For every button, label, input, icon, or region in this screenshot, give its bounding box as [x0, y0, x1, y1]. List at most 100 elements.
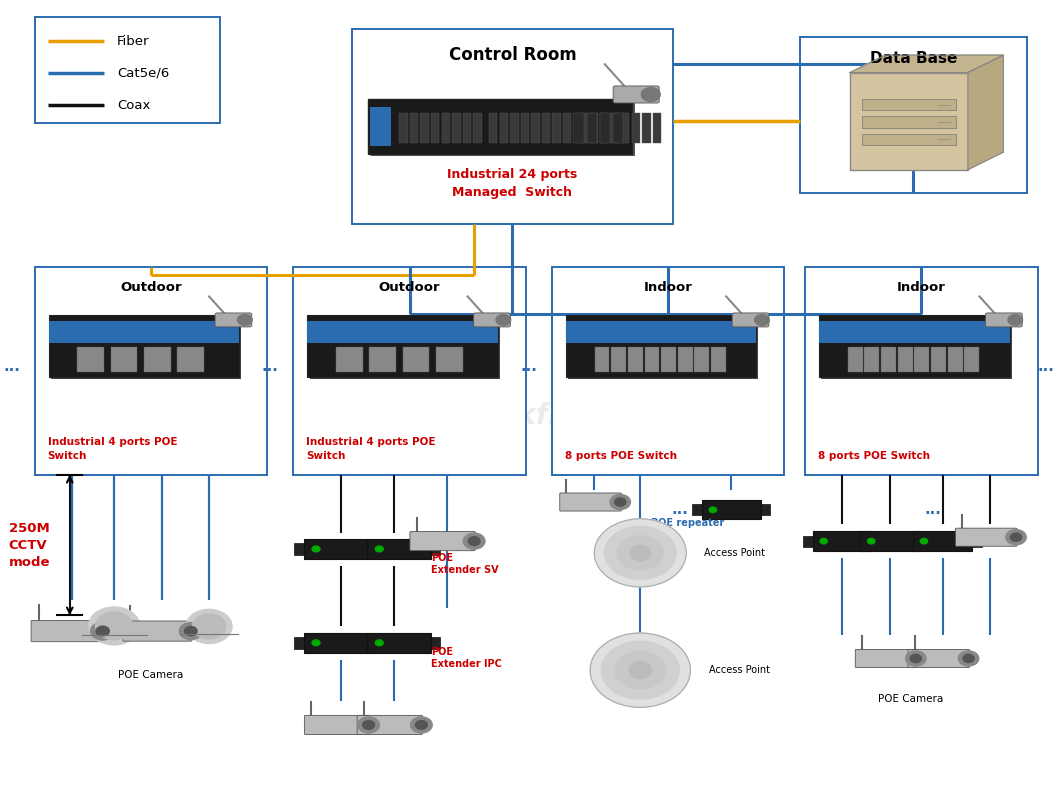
- Text: ...: ...: [1038, 360, 1055, 374]
- FancyBboxPatch shape: [851, 535, 860, 546]
- Circle shape: [920, 539, 928, 544]
- FancyBboxPatch shape: [552, 268, 784, 475]
- Circle shape: [1006, 530, 1026, 545]
- FancyBboxPatch shape: [552, 113, 561, 143]
- FancyBboxPatch shape: [919, 535, 929, 546]
- Text: 8 ports POE Switch: 8 ports POE Switch: [818, 451, 930, 461]
- FancyBboxPatch shape: [586, 113, 597, 143]
- Circle shape: [416, 721, 427, 729]
- Text: Indoor: Indoor: [643, 282, 692, 294]
- FancyBboxPatch shape: [103, 626, 126, 634]
- FancyBboxPatch shape: [613, 86, 659, 103]
- FancyBboxPatch shape: [644, 347, 659, 372]
- Text: POE repeater: POE repeater: [651, 517, 724, 528]
- FancyBboxPatch shape: [908, 649, 970, 667]
- Circle shape: [601, 641, 679, 699]
- Circle shape: [820, 539, 828, 544]
- Circle shape: [709, 507, 717, 513]
- FancyBboxPatch shape: [898, 347, 913, 372]
- FancyBboxPatch shape: [31, 620, 104, 641]
- Text: POE Camera: POE Camera: [119, 670, 183, 680]
- FancyBboxPatch shape: [531, 113, 540, 143]
- Text: Fiber: Fiber: [118, 35, 149, 48]
- Text: 8 ports POE Switch: 8 ports POE Switch: [565, 451, 676, 461]
- FancyBboxPatch shape: [613, 113, 623, 143]
- FancyBboxPatch shape: [862, 99, 956, 111]
- Circle shape: [95, 612, 132, 640]
- FancyBboxPatch shape: [566, 321, 757, 343]
- Circle shape: [641, 87, 660, 101]
- Text: Access Point: Access Point: [709, 665, 770, 675]
- Circle shape: [1010, 533, 1022, 542]
- Text: Data Base: Data Base: [870, 51, 957, 66]
- FancyBboxPatch shape: [986, 313, 1022, 327]
- FancyBboxPatch shape: [357, 543, 368, 555]
- Circle shape: [469, 537, 480, 546]
- FancyBboxPatch shape: [430, 637, 441, 648]
- FancyBboxPatch shape: [819, 321, 1009, 343]
- FancyBboxPatch shape: [357, 637, 368, 648]
- Circle shape: [375, 640, 384, 646]
- Circle shape: [755, 315, 770, 325]
- Text: Industrial 4 ports POE
Switch: Industrial 4 ports POE Switch: [306, 437, 436, 461]
- FancyBboxPatch shape: [862, 116, 956, 128]
- Circle shape: [357, 717, 379, 733]
- FancyBboxPatch shape: [931, 347, 946, 372]
- FancyBboxPatch shape: [49, 321, 240, 343]
- FancyBboxPatch shape: [621, 113, 630, 143]
- FancyBboxPatch shape: [848, 347, 863, 372]
- Circle shape: [463, 533, 485, 549]
- Circle shape: [595, 519, 686, 587]
- Polygon shape: [968, 55, 1004, 170]
- Circle shape: [187, 609, 232, 644]
- FancyBboxPatch shape: [474, 313, 510, 327]
- Circle shape: [89, 607, 140, 644]
- FancyBboxPatch shape: [860, 531, 919, 551]
- FancyBboxPatch shape: [510, 113, 518, 143]
- FancyBboxPatch shape: [819, 315, 1009, 378]
- FancyBboxPatch shape: [400, 113, 408, 143]
- Circle shape: [179, 623, 202, 640]
- Circle shape: [611, 495, 631, 509]
- FancyBboxPatch shape: [803, 535, 813, 546]
- FancyBboxPatch shape: [628, 347, 642, 372]
- FancyBboxPatch shape: [711, 347, 726, 372]
- Text: Control Room: Control Room: [448, 46, 577, 64]
- Circle shape: [96, 626, 109, 636]
- FancyBboxPatch shape: [661, 347, 676, 372]
- FancyBboxPatch shape: [694, 347, 709, 372]
- Circle shape: [630, 546, 651, 560]
- Text: Industrial 4 ports POE
Switch: Industrial 4 ports POE Switch: [48, 437, 177, 461]
- FancyBboxPatch shape: [352, 29, 673, 225]
- Text: ...: ...: [3, 360, 20, 374]
- FancyBboxPatch shape: [913, 531, 972, 551]
- FancyBboxPatch shape: [589, 113, 598, 143]
- Polygon shape: [850, 55, 1004, 72]
- FancyBboxPatch shape: [568, 316, 759, 379]
- Circle shape: [615, 498, 625, 506]
- FancyBboxPatch shape: [702, 500, 761, 520]
- FancyBboxPatch shape: [35, 17, 219, 122]
- FancyBboxPatch shape: [566, 315, 757, 378]
- FancyBboxPatch shape: [473, 113, 481, 143]
- FancyBboxPatch shape: [310, 316, 500, 379]
- Circle shape: [630, 662, 652, 678]
- FancyBboxPatch shape: [520, 113, 529, 143]
- FancyBboxPatch shape: [632, 113, 640, 143]
- FancyBboxPatch shape: [806, 268, 1038, 475]
- FancyBboxPatch shape: [369, 347, 396, 372]
- Circle shape: [363, 721, 374, 729]
- Text: Coax: Coax: [118, 99, 151, 111]
- FancyBboxPatch shape: [452, 113, 460, 143]
- Text: POE Camera: POE Camera: [879, 694, 943, 703]
- FancyBboxPatch shape: [573, 113, 584, 143]
- FancyBboxPatch shape: [881, 347, 896, 372]
- FancyBboxPatch shape: [850, 72, 968, 170]
- FancyBboxPatch shape: [865, 347, 880, 372]
- FancyBboxPatch shape: [77, 347, 104, 372]
- FancyBboxPatch shape: [965, 347, 979, 372]
- FancyBboxPatch shape: [368, 539, 430, 559]
- Text: Cat5e/6: Cat5e/6: [118, 67, 170, 79]
- Circle shape: [604, 527, 676, 579]
- FancyBboxPatch shape: [862, 133, 956, 145]
